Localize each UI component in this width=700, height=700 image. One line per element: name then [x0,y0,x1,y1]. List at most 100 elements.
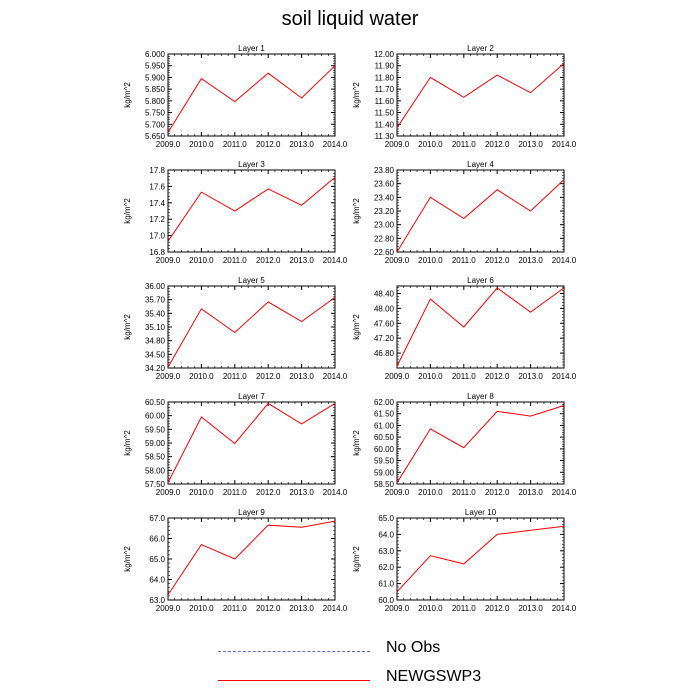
layer-8-title: Layer 8 [467,392,494,401]
layer-2-series-newgswp3 [396,63,565,129]
x-tick-label: 2011.0 [223,488,247,497]
x-tick-label: 2010.0 [189,488,214,497]
y-tick-label: 35.10 [145,323,166,332]
layer-1-title: Layer 1 [238,44,265,53]
x-tick-label: 2012.0 [256,604,281,613]
x-tick-label: 2014.0 [552,372,577,381]
layer-7-ylabel: kg/m^2 [123,430,132,456]
y-tick-label: 46.80 [374,349,395,358]
x-tick-label: 2009.0 [385,140,410,149]
y-tick-label: 65.0 [149,555,165,564]
x-tick-label: 2013.0 [518,488,543,497]
y-tick-label: 48.40 [374,289,395,298]
y-tick-label: 35.70 [145,296,166,305]
layer-5-panel: Layer 5 2009.0 2010.0 2011.0 2012.0 2013.0 201… [123,276,348,381]
y-tick-label: 17.4 [149,199,165,208]
x-tick-label: 2010.0 [189,604,214,613]
x-tick-label: 2013.0 [518,256,543,265]
y-tick-label: 36.00 [145,282,166,291]
y-tick-label: 5.800 [145,97,166,106]
y-tick-label: 23.20 [374,207,395,216]
x-tick-label: 2011.0 [223,604,247,613]
layer-5-series-newgswp3 [167,296,336,368]
x-tick-label: 2009.0 [385,604,410,613]
y-tick-label: 16.8 [149,248,165,257]
x-tick-label: 2013.0 [289,372,314,381]
x-tick-label: 2013.0 [289,256,314,265]
layer-1-ylabel: kg/m^2 [123,82,132,108]
x-tick-label: 2011.0 [452,604,476,613]
layer-8-panel: Layer 8 2009.0 2010.0 2011.0 2012.0 2013.0 201… [352,392,577,497]
x-tick-label: 2011.0 [452,256,476,265]
layer-6-ylabel: kg/m^2 [352,314,361,340]
layer-7-panel: Layer 7 2009.0 2010.0 2011.0 2012.0 2013.0 201… [123,392,348,497]
y-tick-label: 67.0 [149,514,165,523]
layer-10-title: Layer 10 [465,508,497,517]
layer-2-panel: Layer 2 2009.0 2010.0 2011.0 2012.0 2013.0 201… [352,44,577,149]
y-tick-label: 17.2 [149,215,165,224]
x-tick-label: 2012.0 [256,372,281,381]
layer-9-panel: Layer 9 2009.0 2010.0 2011.0 2012.0 2013.0 201… [123,508,348,613]
y-tick-label: 64.0 [149,576,165,585]
layer-6-frame [396,285,565,369]
y-tick-label: 66.0 [149,535,165,544]
y-tick-label: 64.0 [378,530,394,539]
x-tick-label: 2010.0 [189,256,214,265]
layer-1-panel: Layer 1 2009.0 2010.0 2011.0 2012.0 2013.0 201… [123,44,348,149]
y-tick-label: 12.00 [374,50,395,59]
layer-8-frame [396,401,565,485]
layer-4-series-newgswp3 [396,179,565,253]
layer-10-frame [396,517,565,601]
y-tick-label: 17.8 [149,166,165,175]
y-tick-label: 5.650 [145,132,166,141]
x-tick-label: 2009.0 [156,604,181,613]
x-tick-label: 2009.0 [156,256,181,265]
figure-title: soil liquid water [281,8,419,30]
y-tick-label: 11.70 [375,85,395,94]
x-tick-label: 2012.0 [256,140,281,149]
layer-9-ylabel: kg/m^2 [123,546,132,572]
y-tick-label: 5.900 [145,73,166,82]
layer-3-ylabel: kg/m^2 [123,198,132,224]
layer-2-frame [396,53,565,137]
x-tick-label: 2014.0 [323,256,348,265]
layer-1-series-newgswp3 [167,65,336,133]
x-tick-label: 2013.0 [289,604,314,613]
layer-9-title: Layer 9 [238,508,265,517]
y-tick-label: 58.00 [145,466,166,475]
x-tick-label: 2012.0 [485,140,510,149]
x-tick-label: 2014.0 [552,488,577,497]
x-tick-label: 2010.0 [189,140,214,149]
layer-7-series-newgswp3 [167,402,336,483]
y-tick-label: 60.50 [374,433,395,442]
y-tick-label: 65.0 [378,514,394,523]
y-tick-label: 62.00 [374,398,395,407]
x-tick-label: 2009.0 [156,140,181,149]
layer-7-frame [167,401,336,485]
y-tick-label: 17.0 [149,232,165,241]
x-tick-label: 2010.0 [418,488,443,497]
x-tick-label: 2009.0 [385,372,410,381]
layer-10-panel: Layer 10 2009.0 2010.0 2011.0 2012.0 2013.0 20… [352,508,577,613]
x-tick-label: 2013.0 [518,140,543,149]
x-tick-label: 2010.0 [418,140,443,149]
y-tick-label: 63.0 [149,596,165,605]
y-tick-label: 5.750 [145,109,166,118]
y-tick-label: 48.00 [374,304,395,313]
layer-7-title: Layer 7 [238,392,265,401]
y-tick-label: 61.0 [378,580,394,589]
y-tick-label: 60.00 [145,412,166,421]
x-tick-label: 2011.0 [223,140,247,149]
y-tick-label: 17.6 [149,182,165,191]
layer-8-ylabel: kg/m^2 [352,430,361,456]
layer-6-series-newgswp3 [396,287,565,367]
x-tick-label: 2014.0 [323,372,348,381]
y-tick-label: 5.700 [145,120,166,129]
y-tick-label: 22.60 [374,248,395,257]
x-tick-label: 2012.0 [256,256,281,265]
x-tick-label: 2009.0 [385,488,410,497]
x-tick-label: 2009.0 [385,256,410,265]
x-tick-label: 2014.0 [323,140,348,149]
layer-2-ylabel: kg/m^2 [352,82,361,108]
